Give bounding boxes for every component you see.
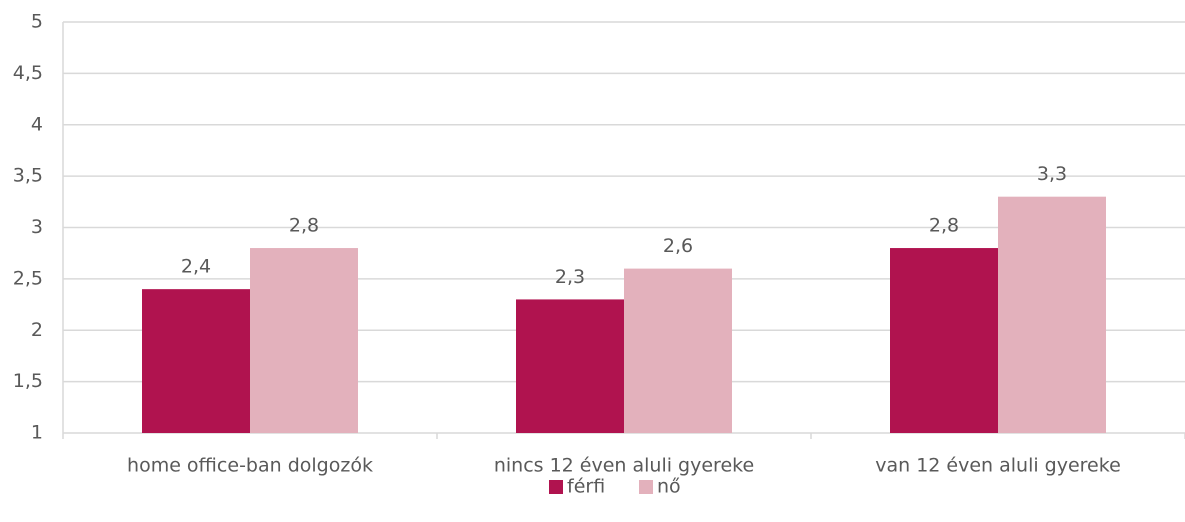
- y-tick-label: 1,5: [13, 370, 43, 392]
- legend-swatch: [639, 480, 653, 494]
- value-label: 2,8: [289, 215, 319, 237]
- value-label: 2,3: [555, 266, 585, 288]
- y-tick-label: 2,5: [13, 267, 43, 289]
- value-label: 2,6: [663, 235, 693, 257]
- legend-label: nő: [657, 476, 681, 498]
- y-tick-label: 3,5: [13, 165, 43, 187]
- value-label: 2,8: [929, 215, 959, 237]
- bar: [890, 248, 998, 433]
- y-tick-label: 5: [31, 11, 43, 33]
- y-tick-label: 1: [31, 422, 43, 444]
- bar: [142, 289, 250, 433]
- x-tick-label: home office-ban dolgozók: [127, 455, 373, 477]
- x-tick-label: van 12 éven aluli gyereke: [875, 455, 1121, 477]
- x-tick-label: nincs 12 éven aluli gyereke: [494, 455, 754, 477]
- value-label: 2,4: [181, 256, 211, 278]
- y-tick-label: 3: [31, 216, 43, 238]
- y-tick-label: 2: [31, 319, 43, 341]
- y-tick-label: 4: [31, 113, 43, 135]
- legend-swatch: [549, 480, 563, 494]
- bar: [250, 248, 358, 433]
- bar: [516, 299, 624, 433]
- bar: [998, 196, 1106, 433]
- legend-label: férfi: [567, 476, 605, 498]
- value-label: 3,3: [1037, 163, 1067, 185]
- y-tick-label: 4,5: [13, 62, 43, 84]
- bar: [624, 268, 732, 433]
